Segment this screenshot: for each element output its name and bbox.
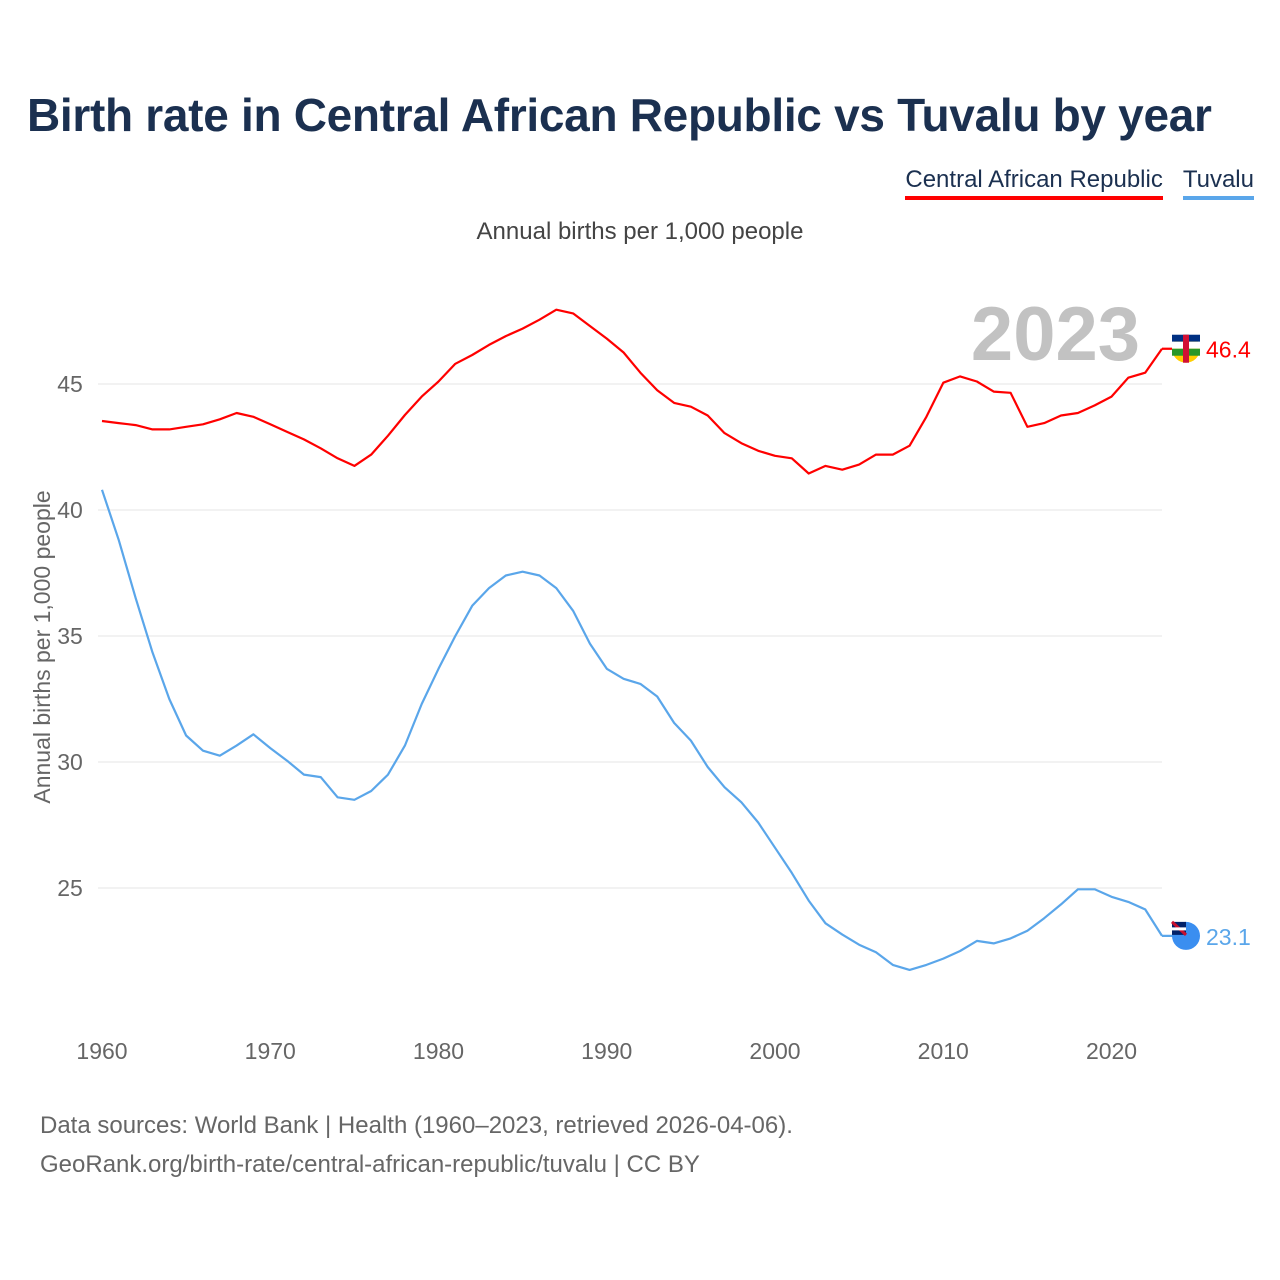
x-tick-label: 2010: [918, 1038, 969, 1064]
year-watermark: 2023: [971, 292, 1140, 377]
flag-stripe: [1183, 334, 1189, 363]
series-line-central-african-republic: [101, 308, 1163, 475]
series-end-value: 46.4: [1206, 337, 1251, 363]
y-tick-label: 45: [57, 371, 83, 397]
y-tick-label: 30: [57, 749, 83, 775]
series-line-tuvalu: [100, 489, 1163, 972]
y-tick-label: 25: [57, 875, 83, 901]
source-link[interactable]: GeoRank.org/birth-rate/central-african-r…: [40, 1151, 700, 1178]
x-tick-label: 1970: [245, 1038, 296, 1064]
x-tick-label: 1980: [413, 1038, 464, 1064]
series-end-value: 23.1: [1206, 924, 1251, 950]
x-tick-label: 2020: [1086, 1038, 1137, 1064]
legend-item-tuvalu[interactable]: Tuvalu: [1182, 166, 1254, 200]
y-tick-label: 40: [57, 497, 83, 523]
footer: Data sources: World Bank | Health (1960–…: [40, 1106, 793, 1184]
legend-item-central-african-republic[interactable]: Central African Republic: [905, 166, 1163, 200]
x-tick-label: 1990: [581, 1038, 632, 1064]
y-axis-label: Annual births per 1,000 people: [29, 490, 55, 803]
y-tick-label: 35: [57, 623, 83, 649]
data-source: Data sources: World Bank | Health (1960–…: [40, 1112, 793, 1139]
chart-title: Birth rate in Central African Republic v…: [27, 89, 1212, 141]
x-tick-label: 1960: [76, 1038, 127, 1064]
x-tick-label: 2000: [749, 1038, 800, 1064]
chart-subtitle: Annual births per 1,000 people: [476, 218, 804, 245]
legend: Central African Republic Tuvalu: [905, 166, 1254, 200]
